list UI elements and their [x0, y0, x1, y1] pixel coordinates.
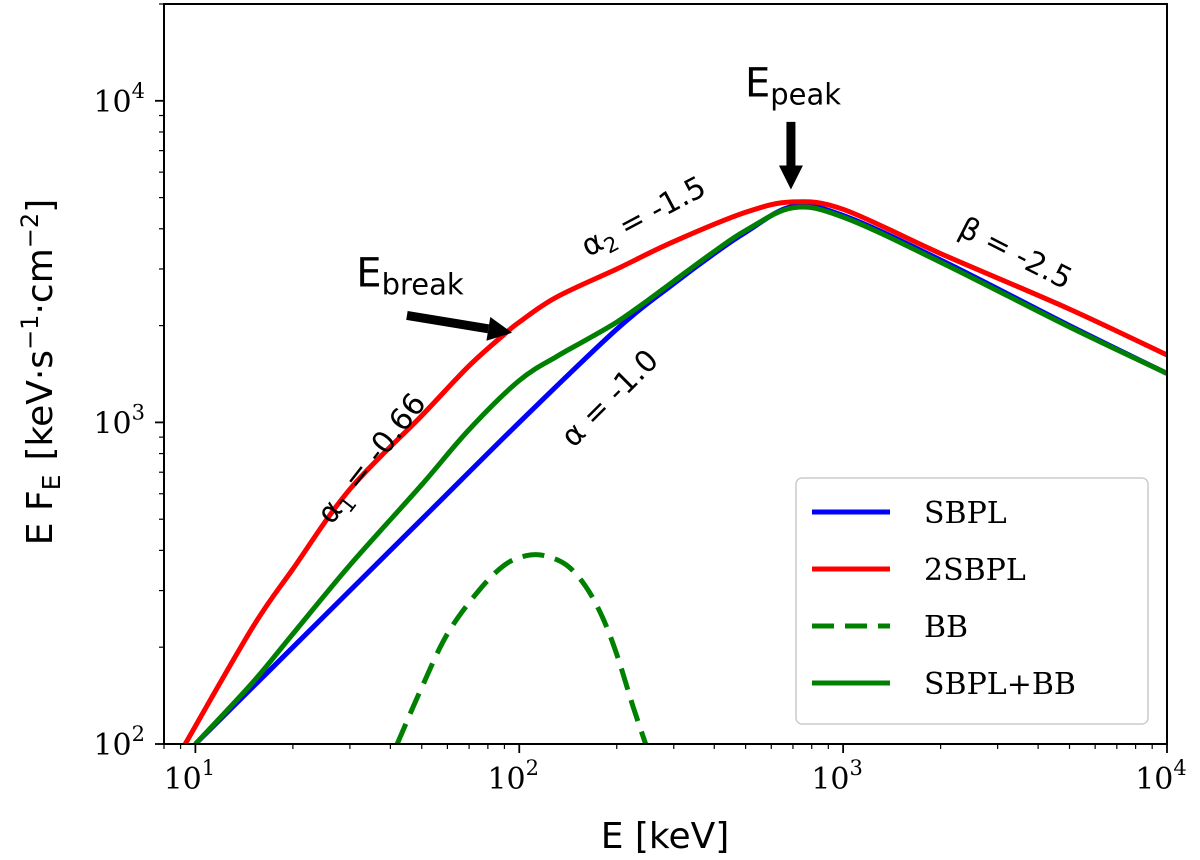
x-tick-label: 102	[487, 756, 539, 797]
legend: SBPL 2SBPL BB SBPL+BB	[795, 477, 1149, 725]
e-peak-annotation: Epeak	[745, 61, 841, 112]
y-tick-label: 102	[93, 722, 145, 763]
legend-entry-2sbpl: 2SBPL	[812, 553, 1026, 588]
x-tick-label: 101	[164, 756, 216, 797]
axis-ticks: 101 102 103 104 102 103 104	[93, 3, 1187, 797]
legend-entry-sbpl: SBPL	[812, 496, 1007, 531]
x-tick-label: 104	[1135, 756, 1187, 797]
x-axis-label: E [keV]	[601, 816, 730, 857]
y-axis-label: E FE[keV·s−1·cm−2]	[16, 199, 66, 545]
annotation-arrows	[406, 121, 803, 341]
svg-text:2SBPL: 2SBPL	[924, 553, 1026, 588]
legend-box	[795, 477, 1149, 725]
e-break-annotation: Ebreak	[356, 250, 464, 301]
svg-text:SBPL+BB: SBPL+BB	[924, 667, 1076, 702]
x-tick-label: 103	[811, 756, 863, 797]
axes-frame	[163, 3, 1168, 745]
series-line-2sbpl	[183, 199, 1167, 744]
y-tick-label: 104	[93, 79, 145, 120]
break-arrow	[406, 311, 513, 341]
series-line-sbpl-plus-bb	[193, 204, 1167, 744]
legend-entry-sbpl-plus-bb: SBPL+BB	[812, 667, 1076, 702]
legend-entry-bb: BB	[812, 610, 968, 645]
series-lines	[183, 199, 1167, 744]
svg-text:BB: BB	[924, 610, 968, 645]
svg-text:SBPL: SBPL	[924, 496, 1007, 531]
series-line-bb	[394, 552, 649, 744]
y-tick-label: 103	[93, 400, 145, 441]
peak-arrow	[778, 121, 803, 190]
